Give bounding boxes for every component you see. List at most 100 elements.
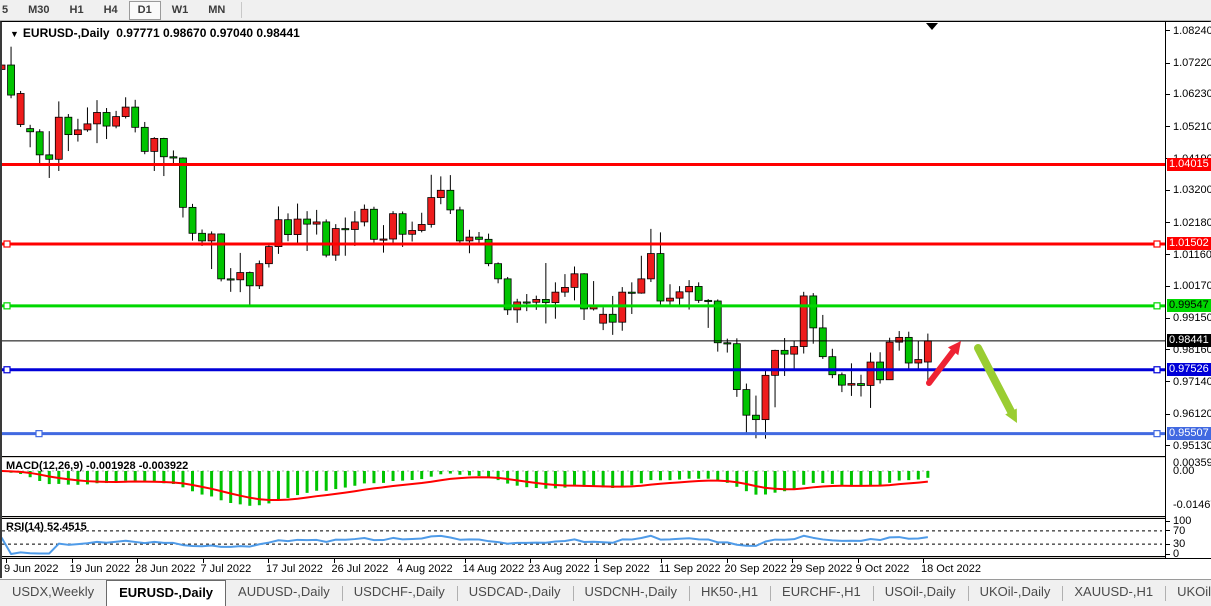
date-axis-tick xyxy=(726,559,728,563)
price-axis-tick xyxy=(1166,62,1170,64)
macd-canvas[interactable] xyxy=(2,458,1165,516)
price-axis-tick xyxy=(1166,285,1170,287)
tab-eurusd-daily[interactable]: EURUSD-,Daily xyxy=(106,580,227,606)
date-axis-label: 1 Sep 2022 xyxy=(593,563,650,575)
price-axis-tick xyxy=(1166,413,1170,415)
price-axis-label: 1.05210 xyxy=(1173,120,1211,133)
tab-usoil-daily[interactable]: USOil-,Daily xyxy=(872,580,968,606)
price-axis-label: 1.07220 xyxy=(1173,57,1211,70)
date-axis-label: 23 Aug 2022 xyxy=(528,563,590,575)
pane-divider[interactable] xyxy=(2,456,1211,458)
down-arrow-annotation xyxy=(1005,408,1017,423)
pane-divider[interactable] xyxy=(2,516,1211,519)
tab-usdcad-daily[interactable]: USDCAD-,Daily xyxy=(456,580,573,606)
up-arrow-annotation xyxy=(947,341,961,356)
date-axis-label: 9 Jun 2022 xyxy=(4,563,59,575)
price-axis-tick xyxy=(1166,189,1170,191)
price-axis-tick xyxy=(1166,93,1170,95)
macd-signal-value: -0.003922 xyxy=(138,460,189,472)
price-axis-label: 1.08240 xyxy=(1173,24,1211,37)
date-axis-tick xyxy=(268,559,269,563)
chart-symbol-label: EURUSD-,Daily xyxy=(22,26,110,40)
rsi-scale-label: 30 xyxy=(1173,538,1186,551)
tab-usdx-weekly[interactable]: USDX,Weekly xyxy=(12,584,95,599)
timeframe-button-H1[interactable]: H1 xyxy=(69,3,84,16)
tab-hk50-h1[interactable]: HK50-,H1 xyxy=(688,580,770,606)
price-badge: 0.97526 xyxy=(1167,363,1211,377)
price-axis[interactable]: 1.082401.072201.062301.052101.041901.032… xyxy=(1165,22,1211,560)
date-axis-tick xyxy=(6,559,7,563)
date-axis-label: 9 Oct 2022 xyxy=(855,563,910,575)
date-axis-label: 14 Aug 2022 xyxy=(462,563,525,575)
rsi-axis-tick xyxy=(1166,520,1170,522)
price-axis-label: 0.99150 xyxy=(1173,312,1211,325)
chart-window: ▼ EURUSD-,Daily 0.97771 0.98670 0.97040 0… xyxy=(0,21,1211,580)
date-axis-label: 11 Sep 2022 xyxy=(659,563,721,575)
rsi-pane[interactable]: RSI(14) 52.4515 xyxy=(2,519,1165,556)
date-axis-tick xyxy=(661,559,662,563)
pane-divider[interactable] xyxy=(2,556,1211,558)
macd-scale-label: -0.014675 xyxy=(1173,498,1211,511)
timeframe-button-5[interactable]: 5 xyxy=(2,3,9,16)
rsi-scale-label: 100 xyxy=(1173,515,1192,527)
candlestick-canvas[interactable] xyxy=(2,22,1165,456)
date-axis-label: 18 Oct 2022 xyxy=(921,563,981,575)
price-axis-label: 0.96120 xyxy=(1173,408,1211,421)
timeframe-toolbar: 5 M30 H1 H4 D1 W1 MN xyxy=(0,0,1211,21)
timeframe-button-D1[interactable]: D1 xyxy=(128,0,161,20)
price-axis-label: 1.02180 xyxy=(1173,216,1211,229)
date-axis-label: 29 Sep 2022 xyxy=(790,563,853,575)
date-axis-tick xyxy=(333,559,335,563)
tab-usdcnh-daily[interactable]: USDCNH-,Daily xyxy=(572,580,689,606)
price-axis-tick xyxy=(1166,349,1170,351)
rsi-scale-label: 70 xyxy=(1173,524,1186,537)
toolbar-separator xyxy=(241,2,243,18)
date-axis-label: 19 Jun 2022 xyxy=(69,563,131,575)
price-badge: 0.95507 xyxy=(1167,427,1211,441)
tab-bar: USDX,Weekly EURUSD-,Daily AUDUSD-,Daily USD… xyxy=(0,579,1211,606)
chart-title: ▼ EURUSD-,Daily 0.97771 0.98670 0.97040 0… xyxy=(10,26,300,40)
date-axis-label: 17 Jul 2022 xyxy=(266,563,323,575)
chart-end-marker-icon xyxy=(926,23,938,30)
timeframe-button-W1[interactable]: W1 xyxy=(171,3,189,16)
rsi-axis-tick xyxy=(1166,543,1170,545)
timeframe-button-M30[interactable]: M30 xyxy=(28,3,50,16)
rsi-canvas[interactable] xyxy=(2,519,1165,556)
tab-xauusd-h1[interactable]: XAUUSD-,H1 xyxy=(1062,580,1165,606)
date-axis-tick xyxy=(792,559,793,563)
macd-scale-label: 0.00 xyxy=(1173,465,1195,477)
date-axis[interactable]: 9 Jun 2022 19 Jun 2022 28 Jun 2022 7 Jul 20… xyxy=(2,558,1211,580)
date-axis-label: 26 Jul 2022 xyxy=(331,563,389,575)
chart-ohlc-values: 0.97771 0.98670 0.97040 0.98441 xyxy=(116,26,300,40)
date-axis-label: 28 Jun 2022 xyxy=(135,563,196,575)
timeframe-button-MN[interactable]: MN xyxy=(208,3,226,16)
tab-ukoil-daily[interactable]: UKOil-,Daily xyxy=(1165,580,1211,606)
price-axis-label: 1.03200 xyxy=(1173,184,1211,197)
tab-eurchf-h1[interactable]: EURCHF-,H1 xyxy=(770,580,873,606)
tab-audusd-daily[interactable]: AUDUSD-,Daily xyxy=(238,584,330,599)
timeframe-button-H4[interactable]: H4 xyxy=(103,3,118,16)
date-axis-tick xyxy=(595,559,597,563)
macd-pane[interactable]: MACD(12,26,9) -0.001928 -0.003922 xyxy=(2,458,1165,516)
rsi-scale-label: 0 xyxy=(1173,548,1180,560)
date-axis-tick xyxy=(202,559,204,563)
date-axis-tick xyxy=(137,559,138,563)
price-badge: 0.99547 xyxy=(1167,299,1211,313)
price-badge: 1.04015 xyxy=(1167,158,1211,171)
rsi-axis-tick xyxy=(1166,530,1170,532)
date-axis-tick xyxy=(464,559,466,563)
date-axis-label: 20 Sep 2022 xyxy=(724,563,787,575)
macd-main-value: -0.001928 xyxy=(86,460,136,472)
rsi-value: 52.4515 xyxy=(46,521,87,533)
date-axis-tick xyxy=(530,559,531,563)
macd-scale-label: 0.003595 xyxy=(1173,456,1211,469)
macd-label: MACD(12,26,9) -0.001928 -0.003922 xyxy=(6,460,188,472)
symbol-dropdown-icon[interactable]: ▼ xyxy=(10,29,19,39)
tab-usdchf-daily[interactable]: USDCHF-,Daily xyxy=(341,580,457,606)
main-chart-pane[interactable]: ▼ EURUSD-,Daily 0.97771 0.98670 0.97040 0… xyxy=(2,22,1165,456)
tab-ukoil-daily[interactable]: UKOil-,Daily xyxy=(967,580,1063,606)
price-badge: 0.98441 xyxy=(1167,334,1211,348)
date-axis-tick xyxy=(399,559,400,563)
date-axis-tick xyxy=(71,559,73,563)
